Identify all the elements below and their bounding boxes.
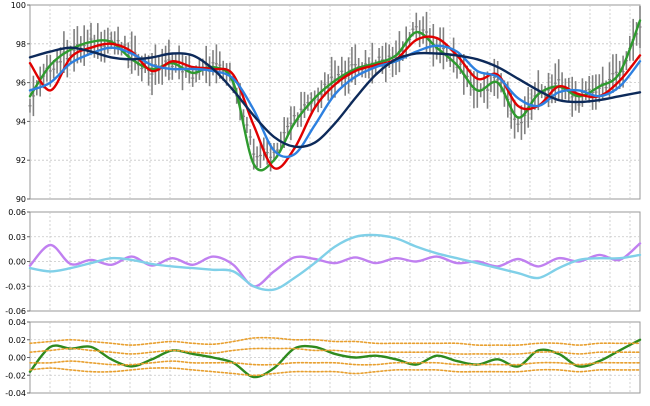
y-tick-label: -0.03	[5, 282, 26, 291]
y-tick-label: 92	[16, 156, 26, 165]
series-line-violet	[28, 242, 642, 288]
y-tick-label: 90	[16, 195, 26, 204]
series-line-green	[28, 338, 642, 379]
y-tick-label: 96	[16, 79, 26, 88]
y-tick-label: 94	[16, 117, 26, 126]
y-tick-label: 0.00	[8, 354, 26, 363]
y-tick-label: -0.06	[5, 307, 26, 316]
y-tick-label: 0.00	[8, 258, 26, 267]
series-line-band-upper	[29, 336, 641, 347]
y-tick-label: 0.02	[8, 336, 26, 345]
series-line-band-lower	[29, 367, 641, 377]
y-tick-label: 0.06	[8, 208, 26, 217]
series-line-cyan	[28, 233, 642, 292]
series-line-band-mid-upper	[29, 347, 641, 355]
y-tick-label: -0.02	[5, 371, 26, 380]
series-line-blue	[28, 44, 642, 159]
y-tick-label: 0.03	[8, 233, 26, 242]
y-tick-label: 98	[16, 40, 26, 49]
y-tick-label: 0.04	[8, 318, 26, 327]
y-tick-label: 100	[11, 1, 26, 10]
series-line-band-mid-lower	[29, 360, 641, 366]
y-tick-label: -0.04	[5, 389, 26, 398]
series-line-navy	[28, 46, 642, 149]
